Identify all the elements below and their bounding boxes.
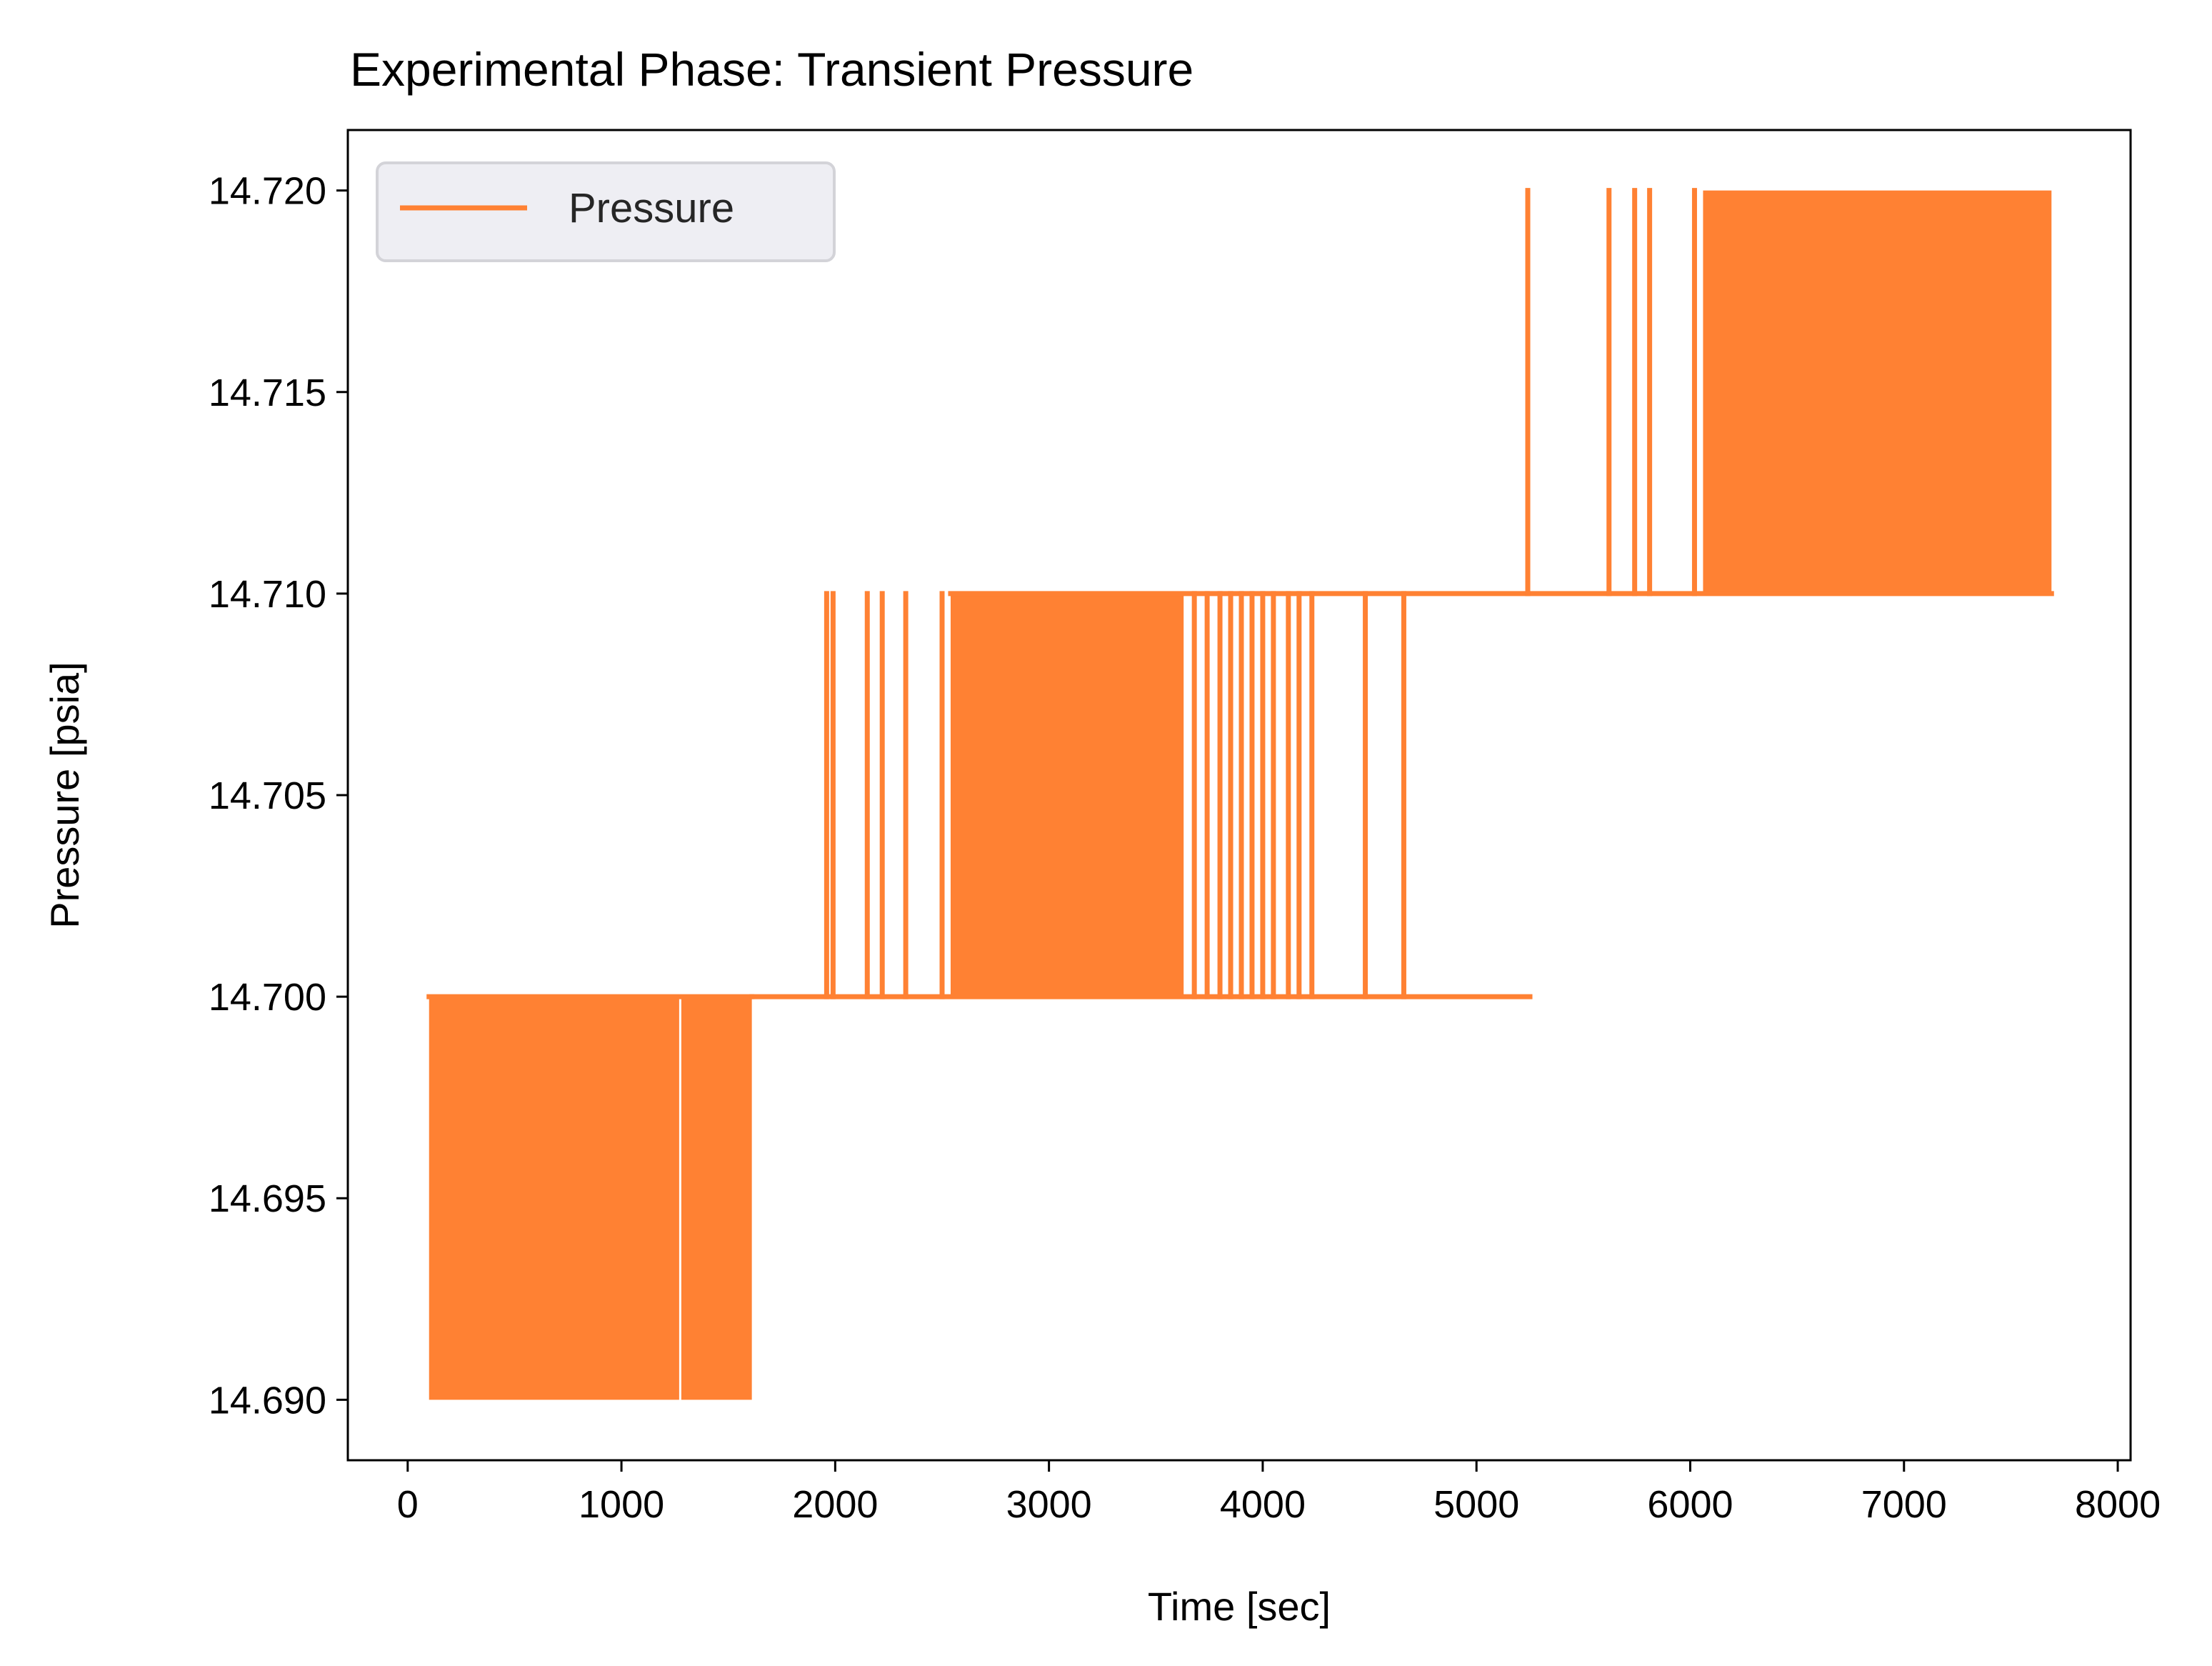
- y-tick-label: 14.720: [209, 170, 326, 213]
- x-axis-ticks: 0 1000 2000 3000 4000 5000 6000 7000 8000: [397, 1460, 2161, 1526]
- legend-box: [376, 161, 836, 262]
- series-pressure: [426, 188, 2054, 1400]
- pressure-dense-band: [429, 997, 679, 1400]
- y-axis-label: Pressure [psia]: [42, 662, 87, 929]
- y-tick-label: 14.705: [209, 774, 326, 817]
- x-tick-label: 4000: [1220, 1483, 1306, 1526]
- pressure-dense-band: [681, 997, 752, 1400]
- x-tick-label: 6000: [1647, 1483, 1733, 1526]
- x-tick-label: 8000: [2075, 1483, 2161, 1526]
- x-tick-label: 7000: [1861, 1483, 1947, 1526]
- plot-frame: [346, 129, 2132, 1462]
- x-axis-label: Time [sec]: [1148, 1584, 1331, 1629]
- y-axis-ticks: 14.690 14.695 14.700 14.705 14.710 14.715 14.7…: [209, 170, 348, 1422]
- y-tick-label: 14.700: [209, 976, 326, 1019]
- x-tick-label: 3000: [1006, 1483, 1092, 1526]
- legend: Pressure: [376, 161, 836, 262]
- x-tick-label: 2000: [792, 1483, 878, 1526]
- legend-label-pressure: Pressure: [569, 185, 734, 231]
- y-tick-label: 14.690: [209, 1379, 326, 1422]
- y-tick-label: 14.695: [209, 1177, 326, 1220]
- chart-title: Experimental Phase: Transient Pressure: [350, 43, 1193, 96]
- pressure-dense-band: [1703, 190, 2052, 594]
- x-tick-label: 1000: [579, 1483, 664, 1526]
- x-tick-label: 5000: [1433, 1483, 1519, 1526]
- y-tick-label: 14.710: [209, 573, 326, 616]
- pressure-dense-band: [950, 593, 1184, 997]
- x-tick-label: 0: [397, 1483, 419, 1526]
- y-tick-label: 14.715: [209, 371, 326, 414]
